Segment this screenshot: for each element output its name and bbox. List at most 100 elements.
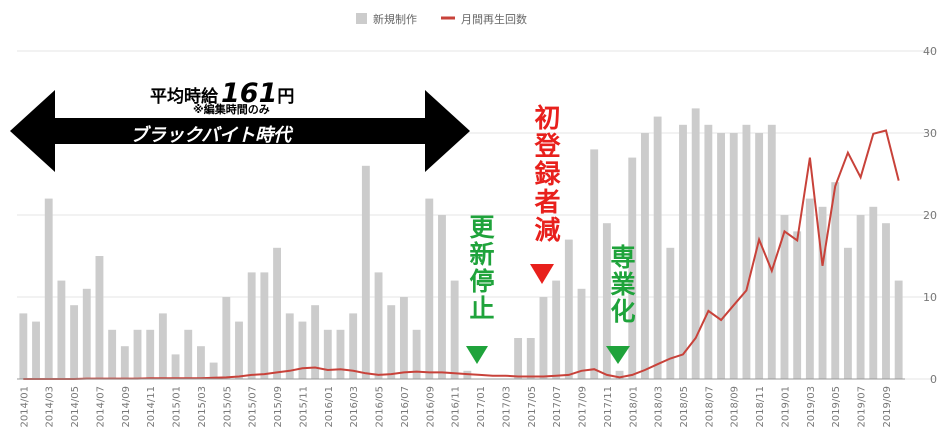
x-tick-label: 2015/11 bbox=[298, 386, 309, 428]
bar bbox=[793, 231, 802, 379]
bar bbox=[323, 329, 332, 379]
bar bbox=[285, 313, 294, 379]
bar bbox=[425, 198, 434, 379]
x-tick-label: 2015/05 bbox=[222, 386, 233, 428]
subscriber-drop-label: 初登録者減 bbox=[530, 104, 560, 244]
bar bbox=[146, 329, 155, 379]
x-tick-label: 2016/03 bbox=[349, 386, 360, 428]
bar bbox=[222, 297, 231, 379]
bar bbox=[82, 288, 91, 379]
bar bbox=[704, 124, 713, 379]
bar bbox=[539, 297, 548, 379]
bar bbox=[399, 297, 408, 379]
bar bbox=[32, 321, 40, 379]
bar bbox=[564, 239, 573, 379]
x-tick-label: 2019/09 bbox=[882, 386, 893, 428]
x-tick-label: 2017/09 bbox=[578, 386, 589, 428]
arrow-down-drop bbox=[530, 264, 554, 284]
x-tick-label: 2017/01 bbox=[476, 386, 487, 428]
bar bbox=[831, 182, 840, 379]
professional-label: 専業化 bbox=[607, 244, 636, 325]
x-tick-label: 2017/03 bbox=[501, 386, 512, 428]
x-tick-label: 2018/07 bbox=[704, 386, 715, 428]
x-tick-label: 2015/07 bbox=[248, 386, 259, 428]
x-tick-label: 2016/11 bbox=[451, 386, 462, 428]
x-tick-label: 2014/01 bbox=[19, 386, 30, 428]
double-arrow bbox=[10, 90, 470, 172]
line-series bbox=[23, 129, 900, 380]
bar bbox=[666, 247, 675, 379]
x-tick-label: 2018/05 bbox=[679, 386, 690, 428]
bar bbox=[247, 272, 256, 379]
bar bbox=[552, 280, 561, 379]
bar bbox=[602, 223, 611, 379]
x-tick-label: 2016/07 bbox=[400, 386, 411, 428]
x-tick-label: 2014/03 bbox=[45, 386, 56, 428]
x-tick-label: 2015/09 bbox=[273, 386, 284, 428]
arrow-down-professional bbox=[606, 346, 630, 364]
x-tick-label: 2017/07 bbox=[552, 386, 563, 428]
x-tick-label: 2019/05 bbox=[831, 386, 842, 428]
bar bbox=[361, 165, 370, 379]
bar bbox=[44, 198, 53, 379]
x-tick-label: 2015/03 bbox=[197, 386, 208, 428]
x-tick-label: 2018/01 bbox=[628, 386, 639, 428]
bar bbox=[438, 215, 446, 379]
bar bbox=[184, 329, 193, 379]
bar-series bbox=[19, 108, 903, 380]
x-tick-label: 2018/03 bbox=[654, 386, 665, 428]
bar bbox=[679, 124, 687, 379]
bar bbox=[755, 133, 764, 379]
bar bbox=[235, 321, 243, 379]
bar bbox=[374, 272, 383, 379]
double-arrow-shape bbox=[10, 90, 470, 172]
x-tick-label: 2016/05 bbox=[375, 386, 386, 428]
bar bbox=[273, 247, 281, 379]
bar bbox=[590, 149, 599, 379]
y-tick-label: 10 bbox=[923, 291, 937, 304]
x-tick-label: 2014/11 bbox=[146, 386, 157, 428]
x-axis: 2014/01 2014/03 2014/05 2014/07 2014/09 2014/… bbox=[17, 378, 905, 428]
bar bbox=[209, 362, 218, 379]
x-tick-label: 2014/05 bbox=[70, 386, 81, 428]
x-tick-label: 2018/09 bbox=[730, 386, 741, 428]
bar bbox=[843, 247, 852, 379]
bar bbox=[691, 108, 700, 380]
bar bbox=[894, 280, 903, 379]
wage-label: 平均時給 bbox=[150, 87, 218, 107]
bar bbox=[108, 329, 117, 379]
y-tick-label: 20 bbox=[923, 209, 937, 222]
bar bbox=[412, 329, 421, 379]
bar bbox=[133, 329, 142, 379]
x-tick-label: 2017/05 bbox=[527, 386, 538, 428]
bar bbox=[882, 223, 890, 379]
x-tick-label: 2015/01 bbox=[172, 386, 183, 428]
bar bbox=[653, 116, 662, 379]
bar bbox=[450, 280, 459, 379]
y-tick-label: 40 bbox=[923, 45, 937, 58]
black-job-label: ブラックバイト時代 bbox=[130, 125, 292, 146]
bar bbox=[628, 157, 637, 379]
bar bbox=[641, 133, 649, 379]
bar bbox=[780, 215, 789, 379]
bar bbox=[387, 305, 396, 379]
x-tick-label: 2019/01 bbox=[780, 386, 791, 428]
wage-value: 161 bbox=[221, 78, 278, 109]
bar bbox=[349, 313, 358, 379]
arrow-down-renewal bbox=[466, 346, 488, 364]
y-tick-label: 30 bbox=[923, 127, 937, 140]
bar bbox=[856, 215, 865, 379]
bar bbox=[514, 338, 523, 379]
bar bbox=[729, 133, 738, 379]
x-tick-label: 2014/09 bbox=[121, 386, 132, 428]
bar bbox=[767, 124, 776, 379]
x-tick-label: 2017/11 bbox=[603, 386, 614, 428]
wage-unit: 円 bbox=[277, 87, 295, 107]
bar bbox=[818, 206, 827, 379]
bar bbox=[70, 305, 79, 379]
bar bbox=[615, 370, 624, 379]
bar bbox=[526, 338, 535, 379]
legend: 新規制作 月間再生回数 bbox=[356, 12, 527, 26]
wage-title: 平均時給 161円 bbox=[150, 78, 294, 109]
